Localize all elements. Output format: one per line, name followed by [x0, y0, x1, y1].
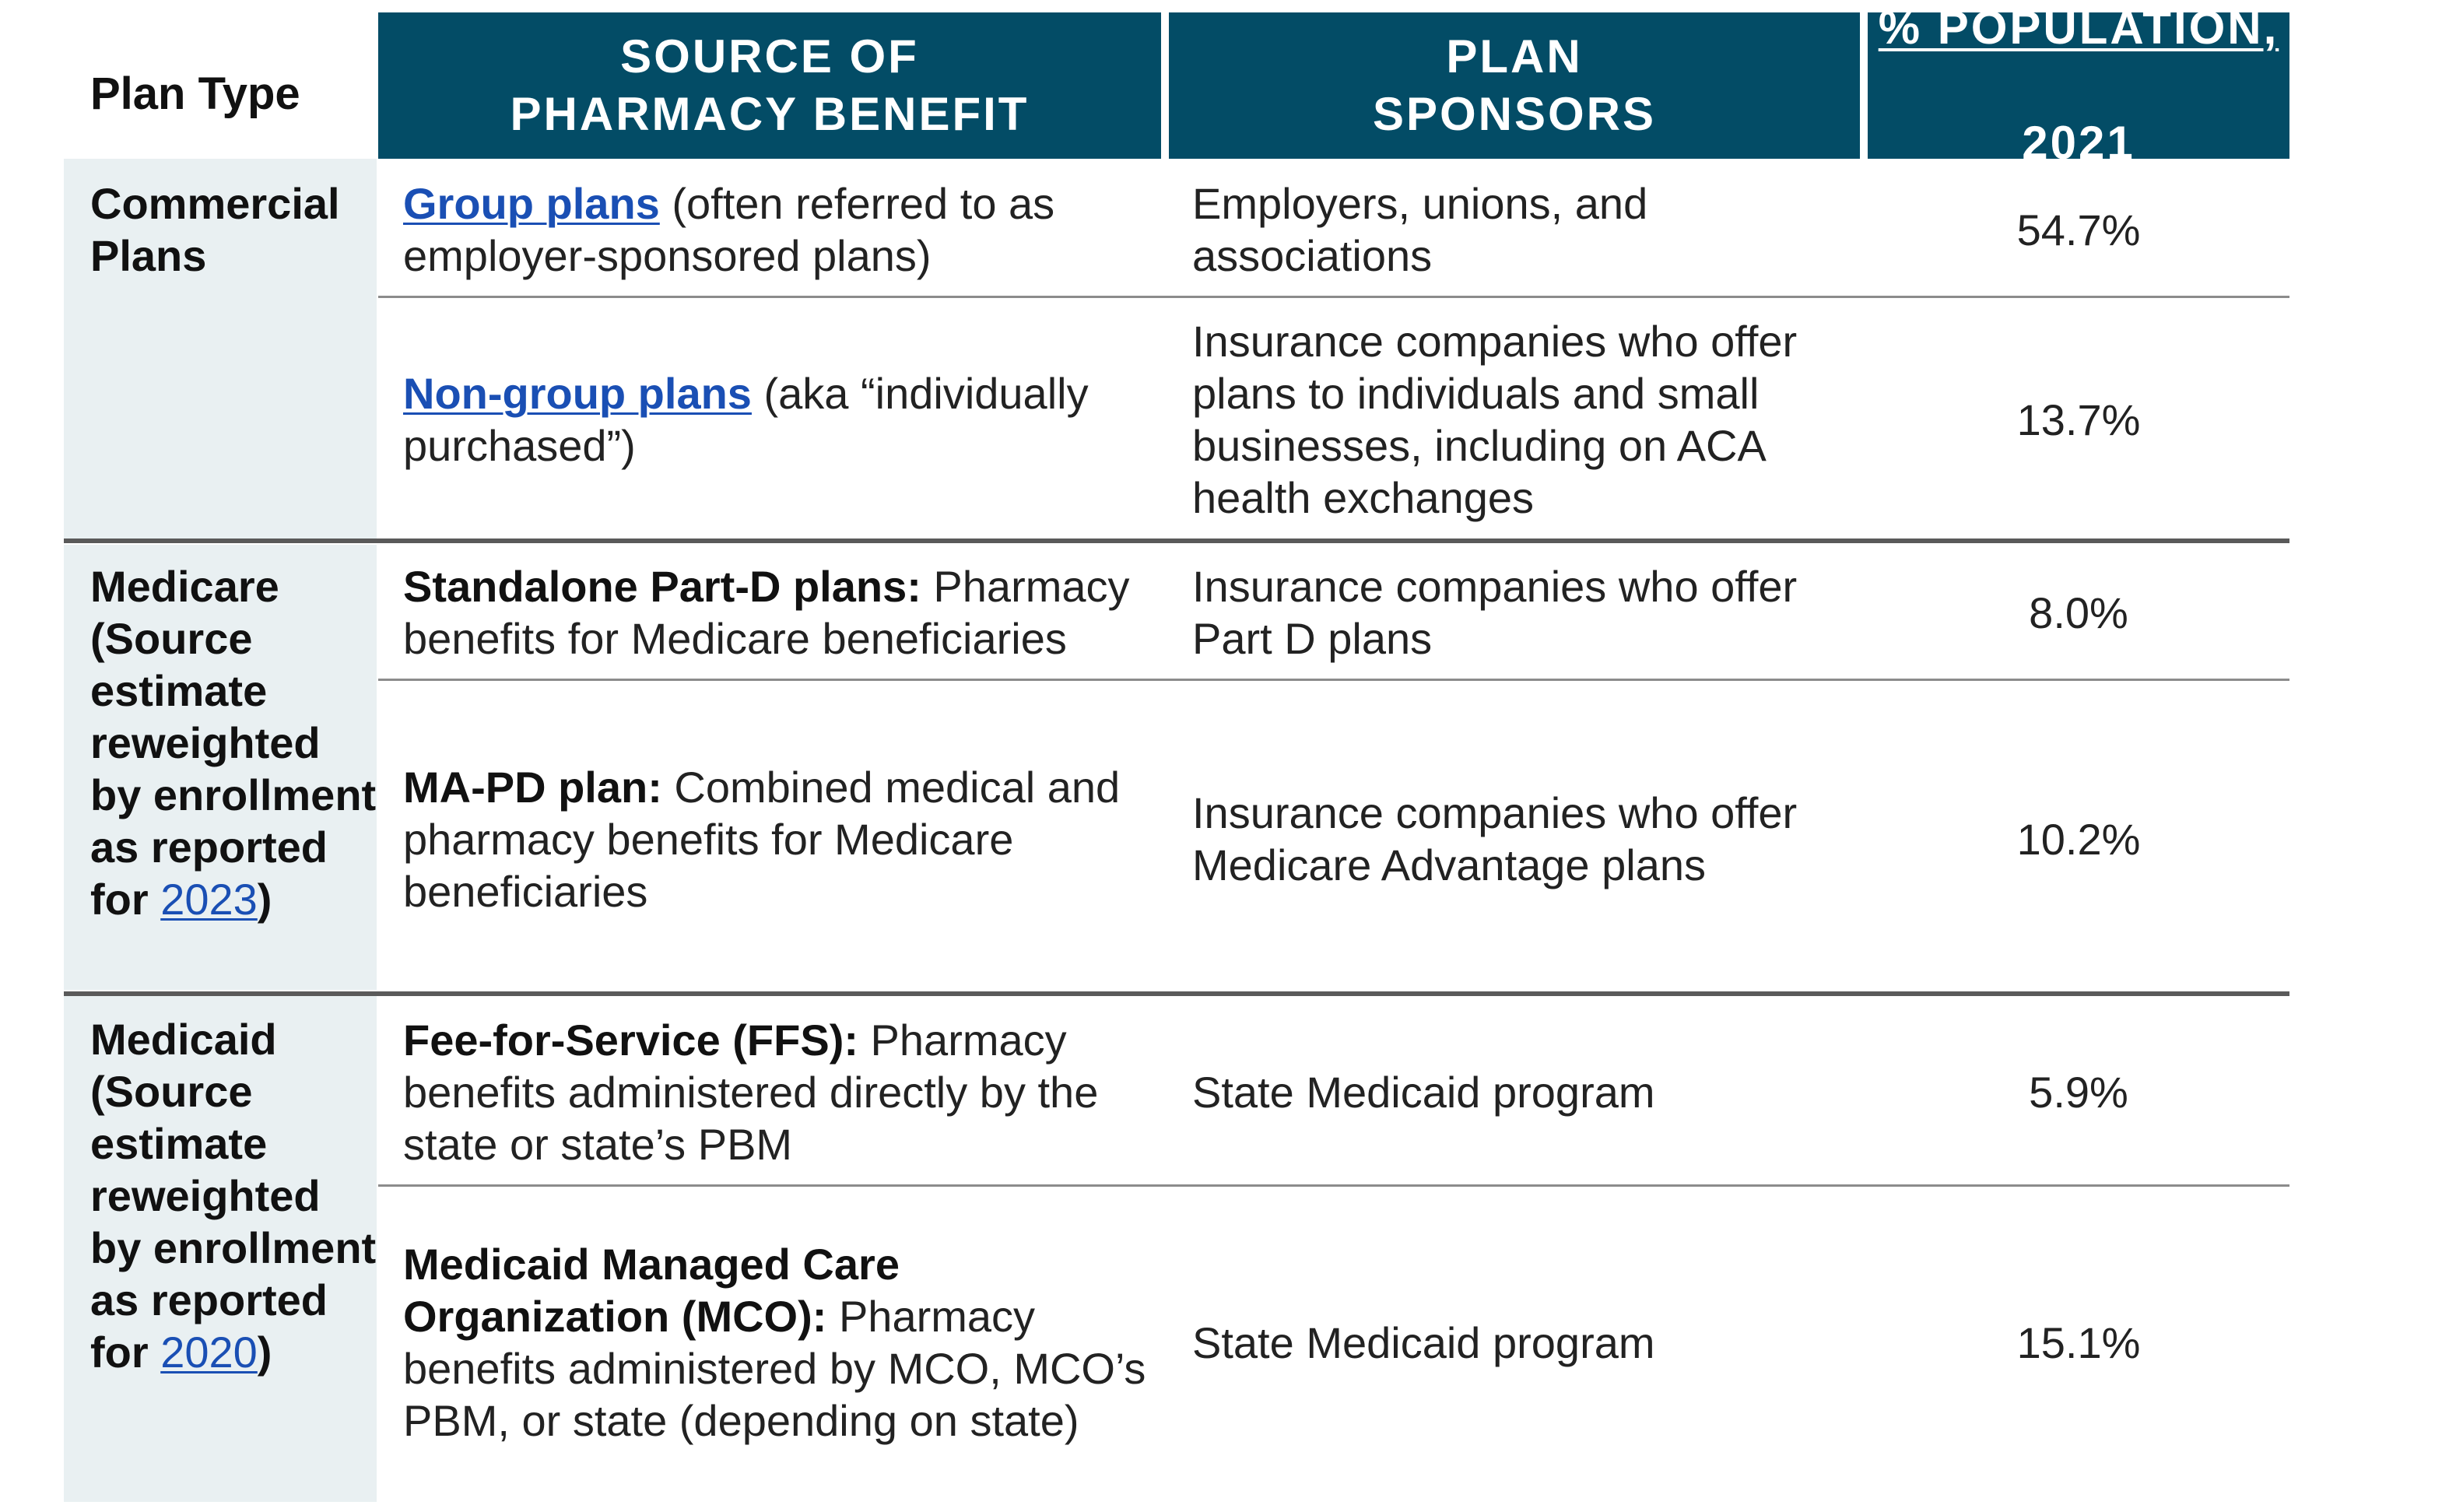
source-description: Pharmacy benefits administered directly …: [403, 1015, 1099, 1169]
source-title: MA-PD plan:: [403, 762, 662, 812]
source-description: Pharmacy benefits administered by MCO, M…: [403, 1292, 1146, 1445]
plan-type-header: Plan Type: [90, 68, 300, 119]
non-group-plans-link[interactable]: Non-group plans: [403, 369, 752, 418]
table-row-population: 5.9%: [2029, 1067, 2128, 1117]
source-description: (aka “individually purchased”): [403, 369, 1089, 470]
medicare-group-bg: [64, 545, 377, 990]
table-row-source: Non-group plans (aka “individually purch…: [403, 314, 1158, 524]
table-row-source: Medicaid Managed Care Organization (MCO)…: [403, 1237, 1158, 1447]
table-row-population: 13.7%: [2016, 395, 2141, 444]
medicaid-label-suffix: ): [257, 1328, 272, 1377]
source-description: (often referred to as employer-sponsored…: [403, 179, 1055, 280]
population-column-header: % POPULATION, 2021: [1868, 2, 2289, 169]
row-divider: [378, 679, 2289, 681]
sponsors-column-header: PLAN SPONSORS: [1169, 12, 1860, 159]
commercial-plans-label: Commercial Plans: [90, 179, 340, 280]
table-row-sponsors: Insurance companies who offer Medicare A…: [1192, 788, 1798, 889]
population-header-year: 2021: [2022, 117, 2135, 169]
medicaid-label: Medicaid (Source estimate reweighted by …: [90, 1013, 378, 1378]
medicare-label-text: Medicare (Source estimate reweighted by …: [90, 562, 377, 924]
medicare-label-suffix: ): [257, 875, 272, 924]
medicaid-2020-link[interactable]: 2020: [160, 1328, 258, 1377]
table-row-population: 54.7%: [2016, 205, 2141, 254]
table-row-sponsors: State Medicaid program: [1192, 1317, 1655, 1367]
table-row-source: Group plans (often referred to as employ…: [403, 177, 1158, 282]
source-title: Standalone Part-D plans:: [403, 562, 921, 611]
group-divider: [64, 538, 2289, 543]
table-row-sponsors: Insurance companies who offer plans to i…: [1192, 317, 1798, 522]
table-row-sponsors: State Medicaid program: [1192, 1067, 1655, 1117]
group-divider: [64, 991, 2289, 996]
source-title: Medicaid Managed Care Organization (MCO)…: [403, 1240, 900, 1341]
table-row-source: Standalone Part-D plans: Pharmacy benefi…: [403, 560, 1158, 665]
medicare-2023-link[interactable]: 2023: [160, 875, 258, 924]
source-title: Fee-for-Service (FFS):: [403, 1015, 858, 1065]
medicare-label: Medicare (Source estimate reweighted by …: [90, 560, 378, 925]
medicaid-group-bg: [64, 995, 377, 1502]
table-row-source: Fee-for-Service (FFS): Pharmacy benefits…: [403, 1013, 1158, 1170]
table-row-sponsors: Insurance companies who offer Part D pla…: [1192, 562, 1798, 663]
row-divider: [378, 296, 2289, 298]
group-plans-link[interactable]: Group plans: [403, 179, 660, 228]
table-row-population: 10.2%: [2016, 814, 2141, 864]
table-row-population: 15.1%: [2016, 1317, 2141, 1367]
table-row-population: 8.0%: [2029, 588, 2128, 637]
commercial-group-bg: [64, 159, 377, 540]
row-divider: [378, 1184, 2289, 1187]
medicaid-label-text: Medicaid (Source estimate reweighted by …: [90, 1015, 377, 1377]
source-column-header: SOURCE OF PHARMACY BENEFIT: [378, 12, 1161, 159]
table-row-sponsors: Employers, unions, and associations: [1192, 179, 1648, 280]
source-description: Pharmacy benefits for Medicare beneficia…: [403, 562, 1130, 663]
source-description: Combined medical and pharmacy benefits f…: [403, 762, 1121, 916]
population-header-link[interactable]: % POPULATION,: [1878, 2, 2279, 54]
table-row-source: MA-PD plan: Combined medical and pharmac…: [403, 708, 1158, 970]
